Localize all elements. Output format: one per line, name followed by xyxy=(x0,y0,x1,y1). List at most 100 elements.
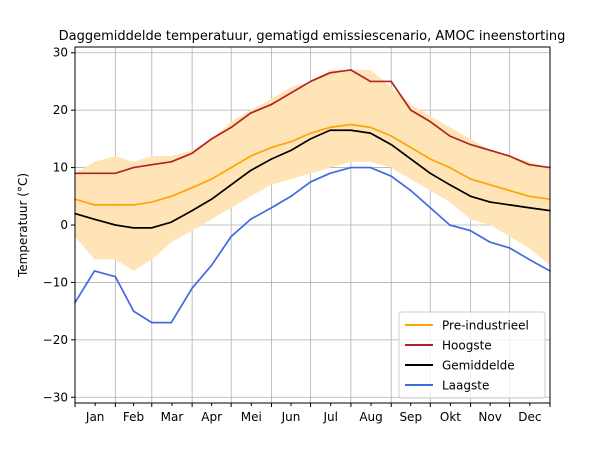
point-gemiddelde xyxy=(150,227,153,229)
point-hoogste xyxy=(210,138,213,140)
y-tick-label: −20 xyxy=(43,333,68,347)
point-pre-industrieel xyxy=(409,146,412,149)
point-hoogste xyxy=(309,80,312,83)
point-hoogste xyxy=(132,166,135,169)
x-tick-label-mei: Mei xyxy=(241,410,262,424)
point-hoogste xyxy=(170,161,173,163)
series-lines xyxy=(74,69,551,324)
point-gemiddelde xyxy=(249,169,252,172)
point-pre-industrieel xyxy=(508,189,511,192)
point-laagste xyxy=(390,175,393,177)
point-gemiddelde xyxy=(170,221,173,223)
point-pre-industrieel xyxy=(309,132,312,134)
point-laagste xyxy=(508,247,511,249)
point-pre-industrieel xyxy=(290,140,292,143)
point-gemiddelde xyxy=(369,132,372,134)
point-pre-industrieel xyxy=(210,178,213,180)
point-laagste xyxy=(191,287,193,289)
point-gemiddelde xyxy=(390,143,393,146)
point-pre-industrieel xyxy=(150,201,153,203)
x-ticks: Jan Feb Mar Apr Mei Jun Jul Aug Sep Okt Nov Dec xyxy=(74,403,551,424)
point-laagste xyxy=(350,166,352,169)
point-pre-industrieel xyxy=(93,204,96,206)
y-tick-label: 20 xyxy=(53,103,68,117)
x-tick-label-nov: Nov xyxy=(478,410,501,424)
point-hoogste xyxy=(329,72,331,74)
point-laagste xyxy=(230,235,232,238)
point-hoogste xyxy=(429,120,432,123)
point-hoogste xyxy=(230,126,232,129)
point-gemiddelde xyxy=(329,129,331,132)
point-laagste xyxy=(329,172,331,175)
point-pre-industrieel xyxy=(448,166,451,169)
point-hoogste xyxy=(409,109,412,111)
x-tick-label-mar: Mar xyxy=(161,410,184,424)
point-pre-industrieel xyxy=(369,126,372,129)
point-laagste xyxy=(290,195,292,198)
point-laagste xyxy=(448,224,451,226)
point-gemiddelde xyxy=(528,206,530,209)
point-hoogste xyxy=(350,69,352,71)
y-tick-label: −30 xyxy=(43,390,68,404)
point-hoogste xyxy=(528,163,530,166)
x-tick-label-apr: Apr xyxy=(201,410,222,424)
y-tick-label: −10 xyxy=(43,275,68,289)
legend-box xyxy=(398,311,546,399)
point-pre-industrieel xyxy=(114,204,117,206)
point-gemiddelde xyxy=(230,184,232,186)
legend-label-gemiddelde: Gemiddelde xyxy=(442,359,515,373)
point-laagste xyxy=(93,270,96,272)
legend-label-pre-industrieel: Pre-industrieel xyxy=(442,319,529,333)
y-tick-label: 30 xyxy=(53,46,68,60)
point-laagste xyxy=(309,181,312,183)
point-gemiddelde xyxy=(93,218,96,221)
point-hoogste xyxy=(290,92,292,94)
range-band-area xyxy=(75,69,550,271)
point-pre-industrieel xyxy=(270,146,273,149)
point-gemiddelde xyxy=(489,201,491,203)
point-pre-industrieel xyxy=(469,178,472,180)
legend: Pre-industrieel Hoogste Gemiddelde Laagste xyxy=(398,311,546,399)
chart-title: Daggemiddelde temperatuur, gematigd emis… xyxy=(59,29,566,44)
point-laagste xyxy=(528,258,530,261)
point-pre-industrieel xyxy=(191,186,193,189)
point-laagste xyxy=(132,310,135,312)
point-pre-industrieel xyxy=(230,166,232,169)
point-gemiddelde xyxy=(508,204,511,206)
point-laagste xyxy=(489,241,491,244)
point-pre-industrieel xyxy=(249,155,252,157)
point-laagste xyxy=(210,264,213,266)
point-hoogste xyxy=(270,103,273,106)
point-gemiddelde xyxy=(210,198,213,200)
legend-label-laagste: Laagste xyxy=(442,379,489,393)
x-tick-label-jul: Jul xyxy=(322,410,337,424)
point-laagste xyxy=(469,229,472,232)
x-tick-label-jan: Jan xyxy=(85,410,105,424)
point-pre-industrieel xyxy=(329,126,331,129)
point-hoogste xyxy=(369,80,372,83)
point-gemiddelde xyxy=(409,158,412,160)
point-hoogste xyxy=(390,80,393,83)
point-gemiddelde xyxy=(448,184,451,186)
legend-label-hoogste: Hoogste xyxy=(442,339,492,353)
point-gemiddelde xyxy=(290,149,292,152)
y-tick-label: 0 xyxy=(60,218,68,232)
point-gemiddelde xyxy=(429,172,432,175)
point-laagste xyxy=(150,321,153,324)
point-laagste xyxy=(429,206,432,209)
point-hoogste xyxy=(469,143,472,146)
point-gemiddelde xyxy=(191,209,193,212)
point-hoogste xyxy=(489,149,491,152)
point-gemiddelde xyxy=(132,227,135,229)
point-pre-industrieel xyxy=(489,184,491,186)
y-axis-label: Temperatuur (°C) xyxy=(16,173,30,278)
point-gemiddelde xyxy=(270,158,273,160)
x-tick-label-dec: Dec xyxy=(518,410,541,424)
point-gemiddelde xyxy=(309,138,312,140)
point-hoogste xyxy=(249,112,252,114)
point-pre-industrieel xyxy=(429,158,432,160)
range-band xyxy=(75,69,550,271)
point-hoogste xyxy=(448,135,451,137)
point-gemiddelde xyxy=(114,224,117,226)
point-hoogste xyxy=(93,172,96,175)
